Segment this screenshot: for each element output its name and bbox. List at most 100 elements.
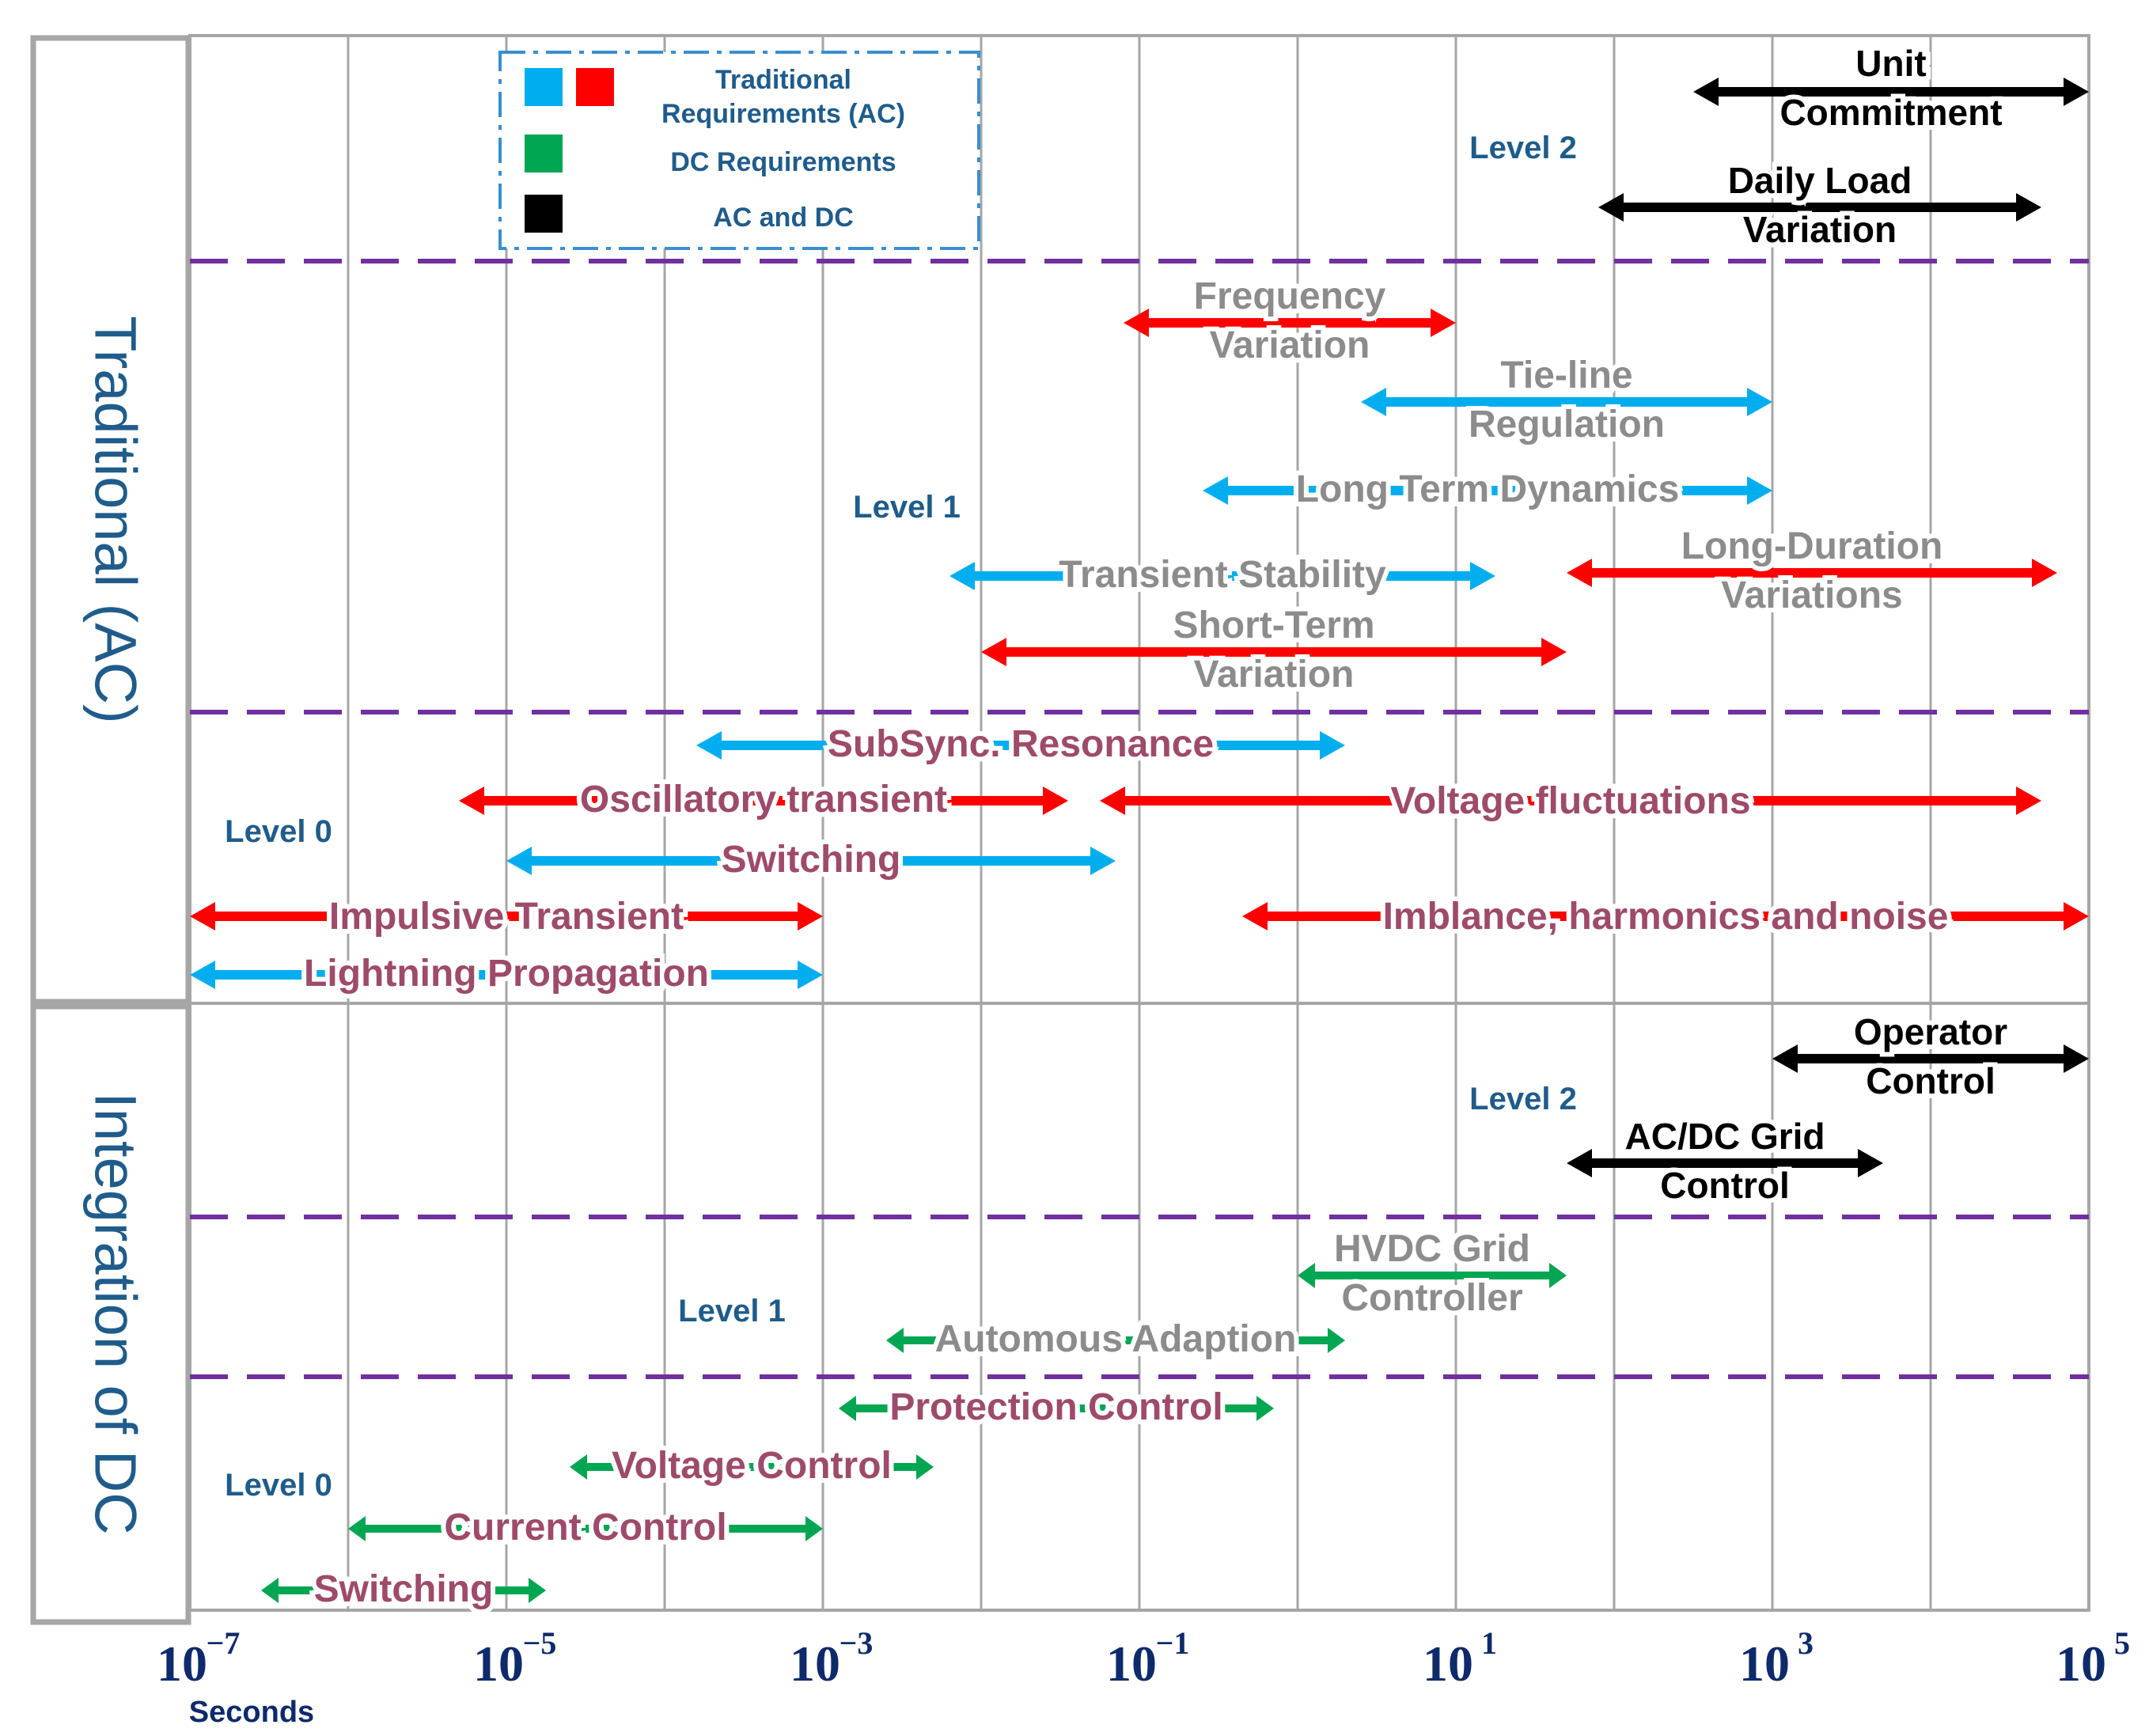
range-label: SubSync. Resonance [828,723,1214,765]
range-long-term-dynamics: Long Term Dynamics [1203,464,1772,515]
legend-label-dc: DC Requirements [670,147,896,177]
legend-label-traditional: Traditional [715,65,851,95]
range-head-left [348,1516,366,1541]
range-head-right [1431,309,1456,337]
range-head-right [2064,902,2089,931]
legend: Traditional Requirements (AC) DC Require… [498,51,980,250]
axis-tick-label: 10 [1423,1636,1473,1692]
x-axis: 10−7 10−5 10−3 10−1 10 1 10 3 10 5 [157,1625,2130,1692]
range-daily-load: Daily Load Variation [1598,155,2041,255]
range-label: Switching [722,839,901,881]
range-frequency: Frequency Variation [1124,271,1456,371]
range-head-left [190,961,215,989]
range-head-right [1043,787,1068,815]
legend-swatch-dc-green [525,135,563,172]
section-label-traditional: Traditional (AC) [82,316,148,723]
section-box-dc [30,1003,191,1625]
legend-swatch-ac-red [576,68,614,106]
level-label-dc-0: Level 0 [225,1468,332,1503]
axis-tick-label: 10 [790,1636,840,1692]
axis-tick-exponent: 5 [2114,1625,2130,1661]
range-head-right [1747,476,1772,505]
range-head-right [1256,1396,1274,1421]
range-label: Impulsive Transient [329,896,684,938]
range-subsync-resonance: SubSync. Resonance [696,718,1345,770]
range-head-left [949,562,975,590]
range-protection-control: Protection Control [839,1382,1274,1433]
axis-tick-exponent: −1 [1156,1625,1190,1661]
range-label: Regulation [1469,404,1665,445]
range-head-left [981,638,1006,666]
range-head-left [1242,902,1268,931]
range-label: Daily Load [1728,160,1912,201]
legend-swatch-black [525,195,563,233]
range-tie-line: Tie-line Regulation [1361,350,1772,450]
range-head-right [1090,847,1116,875]
range-label: Frequency [1194,275,1386,317]
range-head-left [1203,476,1228,505]
level-label-dc-2: Level 2 [1469,1082,1577,1116]
range-head-right [805,1516,823,1541]
range-head-left [570,1454,587,1480]
range-label: Voltage fluctuations [1390,780,1750,822]
range-head-right [798,902,823,931]
range-head-left [886,1328,904,1353]
range-switching: Switching [506,834,1116,885]
axis-tick-exponent: −5 [523,1625,557,1661]
axis-tick-label: 10 [1739,1636,1790,1692]
section-box-traditional [30,35,191,1005]
axis-unit-label: Seconds [189,1696,314,1729]
axis-tick-label: 10 [2056,1636,2106,1692]
range-head-right [529,1578,546,1603]
level-label-ac-0: Level 0 [225,814,332,849]
range-head-right [1549,1263,1567,1288]
range-unit: Unit Commitment [1693,38,2089,138]
range-head-left [506,847,532,875]
range-voltage-control: Voltage Control [570,1440,934,1492]
axis-tick-exponent: −7 [207,1625,241,1661]
range-impulsive-transient: Impulsive Transient [190,891,823,942]
range-label: Commitment [1779,92,2002,133]
range-label: Variation [1194,654,1355,696]
level-label-ac-1: Level 1 [853,490,961,525]
range-transient-stability: Transient Stability [949,549,1495,601]
range-head-right [1858,1149,1883,1177]
range-label: Variation [1210,324,1370,366]
range-label: Lightning Propagation [304,953,709,995]
range-head-right [1320,731,1345,760]
range-label: Voltage Control [612,1445,892,1487]
range-head-left [1361,388,1386,416]
range-label: Transient Stability [1059,554,1386,596]
range-label: HVDC Grid [1334,1228,1530,1270]
range-head-left [1772,1044,1798,1073]
range-long-duration: Long-Duration Variations [1567,521,2057,621]
range-label: Unit [1855,43,1926,84]
range-head-right [2016,193,2041,222]
legend-label-acdc: AC and DC [713,203,854,233]
vertical-grid [347,36,1932,1610]
range-head-right [1541,638,1567,666]
range-head-left [1100,787,1125,815]
range-operator: Operator Control [1772,1006,2089,1106]
range-head-right [1328,1328,1345,1353]
range-head-left [459,787,484,815]
range-head-right [2064,1044,2089,1073]
range-head-right [1470,562,1495,590]
range-label: Controller [1341,1277,1522,1319]
range-label: Tie-line [1500,354,1632,396]
range-label: Long Term Dynamics [1296,468,1680,510]
range-imblance-harmonics-and-noise: Imblance, harmonics and noise [1242,891,2089,942]
level-dividers [190,259,2089,1379]
level-label-dc-1: Level 1 [678,1294,786,1329]
range-label: Protection Control [889,1386,1222,1428]
range-ac-dc-grid: AC/DC Grid Control [1567,1111,1883,1211]
range-head-left [1567,559,1592,587]
range-head-left [1567,1149,1592,1177]
range-head-right [916,1454,934,1480]
range-switching: Switching [261,1564,546,1615]
range-head-left [1598,193,1624,222]
level-label-ac-2: Level 2 [1469,131,1577,165]
legend-label-traditional-2: Requirements (AC) [661,99,905,129]
range-automous-adaption: Automous Adaption [886,1313,1345,1365]
range-label: Variations [1721,574,1902,616]
